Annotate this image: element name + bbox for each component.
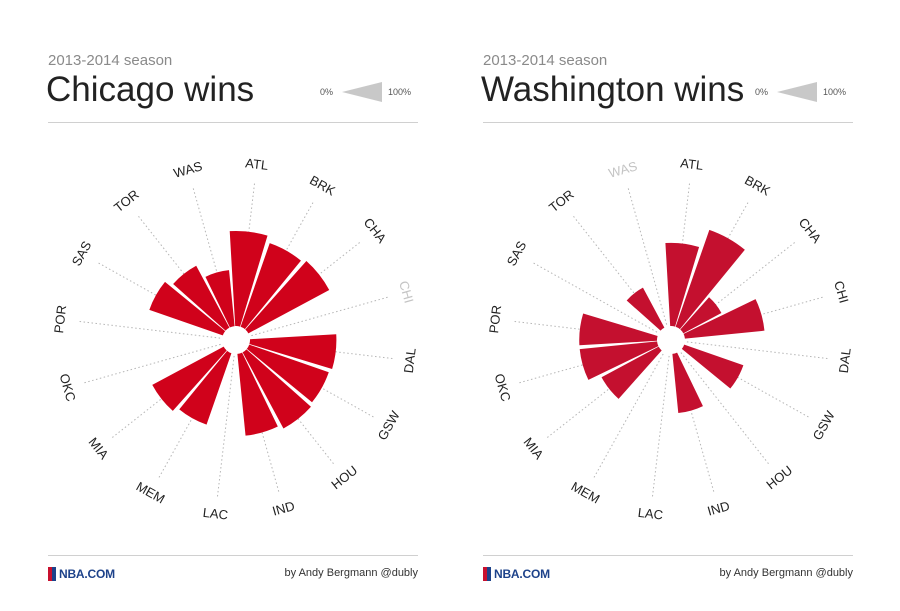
nba-logo-icon bbox=[48, 567, 56, 581]
team-label-hou: HOU bbox=[328, 463, 360, 493]
bar-atl[interactable] bbox=[229, 230, 268, 327]
author-credit: by Andy Bergmann @dubly bbox=[284, 567, 418, 579]
legend-wedge-icon bbox=[777, 82, 817, 102]
nba-logo[interactable]: NBA.COM bbox=[483, 566, 550, 582]
team-label-sas: SAS bbox=[504, 238, 530, 268]
team-label-mem: MEM bbox=[134, 479, 168, 507]
team-label-brk: BRK bbox=[742, 172, 773, 198]
team-label-tor: TOR bbox=[546, 187, 577, 216]
team-label-mia: MIA bbox=[521, 435, 547, 463]
chart-title: Chicago wins bbox=[46, 70, 255, 109]
team-label-ind: IND bbox=[706, 498, 732, 519]
legend-high-label: 100% bbox=[823, 87, 847, 97]
bar-cha[interactable] bbox=[245, 261, 330, 334]
bar-brk[interactable] bbox=[240, 243, 301, 330]
team-label-mem: MEM bbox=[569, 479, 603, 507]
legend-low-label: 0% bbox=[320, 87, 334, 97]
bar-brk[interactable] bbox=[675, 229, 745, 330]
footer-divider bbox=[483, 555, 853, 556]
team-label-atl: ATL bbox=[680, 155, 704, 173]
bar-hou[interactable] bbox=[242, 349, 311, 429]
header-divider bbox=[483, 122, 853, 123]
bar-gsw[interactable] bbox=[246, 344, 329, 403]
bar-mem[interactable] bbox=[179, 350, 232, 425]
washington-panel: 2013-2014 season Washington wins 0% 100%… bbox=[473, 0, 853, 611]
legend-low-label: 0% bbox=[755, 87, 769, 97]
team-label-lac: LAC bbox=[202, 505, 229, 523]
scale-legend: 0% 100% bbox=[755, 80, 853, 104]
bar-tor[interactable] bbox=[626, 287, 665, 331]
bar-ind[interactable] bbox=[672, 352, 703, 414]
bar-chi[interactable] bbox=[683, 299, 765, 339]
bar-dal[interactable] bbox=[249, 334, 337, 370]
bar-atl[interactable] bbox=[665, 242, 700, 327]
team-label-okc: OKC bbox=[492, 372, 514, 403]
chicago-panel: 2013-2014 season Chicago wins 0% 100% AT… bbox=[38, 0, 418, 611]
bar-mia[interactable] bbox=[152, 346, 227, 411]
team-label-por: POR bbox=[51, 304, 69, 334]
bar-sas[interactable] bbox=[149, 281, 226, 336]
guide-line-lac bbox=[216, 355, 235, 499]
team-label-dal: DAL bbox=[401, 347, 418, 374]
team-label-was: WAS bbox=[607, 158, 639, 180]
team-label-hou: HOU bbox=[763, 463, 795, 493]
legend-wedge-icon bbox=[342, 82, 382, 102]
bar-mia[interactable] bbox=[601, 346, 662, 399]
chart-title: Washington wins bbox=[481, 70, 745, 109]
header-divider bbox=[48, 122, 418, 123]
bar-was[interactable] bbox=[205, 270, 235, 328]
team-label-cha: CHA bbox=[796, 215, 825, 246]
guide-line-lac bbox=[651, 355, 670, 499]
team-label-dal: DAL bbox=[836, 347, 853, 374]
guide-line-por bbox=[77, 320, 221, 339]
nba-logo-icon bbox=[483, 567, 491, 581]
team-label-okc: OKC bbox=[57, 372, 79, 403]
team-label-chi: CHI bbox=[396, 279, 417, 305]
team-label-gsw: GSW bbox=[809, 408, 838, 443]
bar-ind[interactable] bbox=[237, 352, 278, 436]
team-label-por: POR bbox=[486, 304, 504, 334]
team-label-atl: ATL bbox=[245, 155, 269, 173]
footer-divider bbox=[48, 555, 418, 556]
bar-cha[interactable] bbox=[680, 297, 722, 334]
team-label-ind: IND bbox=[271, 498, 297, 519]
team-label-mia: MIA bbox=[86, 435, 112, 463]
chicago-polar-chart: ATL BRK CHA CHI DAL GSW HOU IND LAC MEM MIA OKC POR S… bbox=[51, 155, 418, 523]
team-label-tor: TOR bbox=[111, 187, 142, 216]
nba-logo[interactable]: NBA.COM bbox=[48, 566, 115, 582]
team-label-chi: CHI bbox=[831, 279, 852, 305]
bar-tor[interactable] bbox=[173, 265, 230, 331]
team-label-cha: CHA bbox=[361, 215, 390, 246]
team-label-was: WAS bbox=[172, 158, 204, 180]
team-label-gsw: GSW bbox=[374, 408, 403, 443]
legend-high-label: 100% bbox=[388, 87, 412, 97]
bar-gsw[interactable] bbox=[681, 344, 744, 389]
scale-legend: 0% 100% bbox=[320, 80, 418, 104]
team-label-brk: BRK bbox=[307, 172, 338, 198]
bar-okc[interactable] bbox=[579, 341, 659, 380]
nba-brand-text: NBA.COM bbox=[494, 567, 550, 581]
team-label-lac: LAC bbox=[637, 505, 664, 523]
bar-por[interactable] bbox=[579, 313, 658, 346]
nba-brand-text: NBA.COM bbox=[59, 567, 115, 581]
washington-polar-chart: ATL BRK CHA CHI DAL GSW HOU IND LAC MEM MIA OKC POR S… bbox=[486, 155, 853, 523]
season-label: 2013-2014 season bbox=[48, 52, 173, 69]
guide-line-sas bbox=[531, 261, 658, 333]
team-label-sas: SAS bbox=[69, 238, 95, 268]
author-credit: by Andy Bergmann @dubly bbox=[719, 567, 853, 579]
season-label: 2013-2014 season bbox=[483, 52, 608, 69]
